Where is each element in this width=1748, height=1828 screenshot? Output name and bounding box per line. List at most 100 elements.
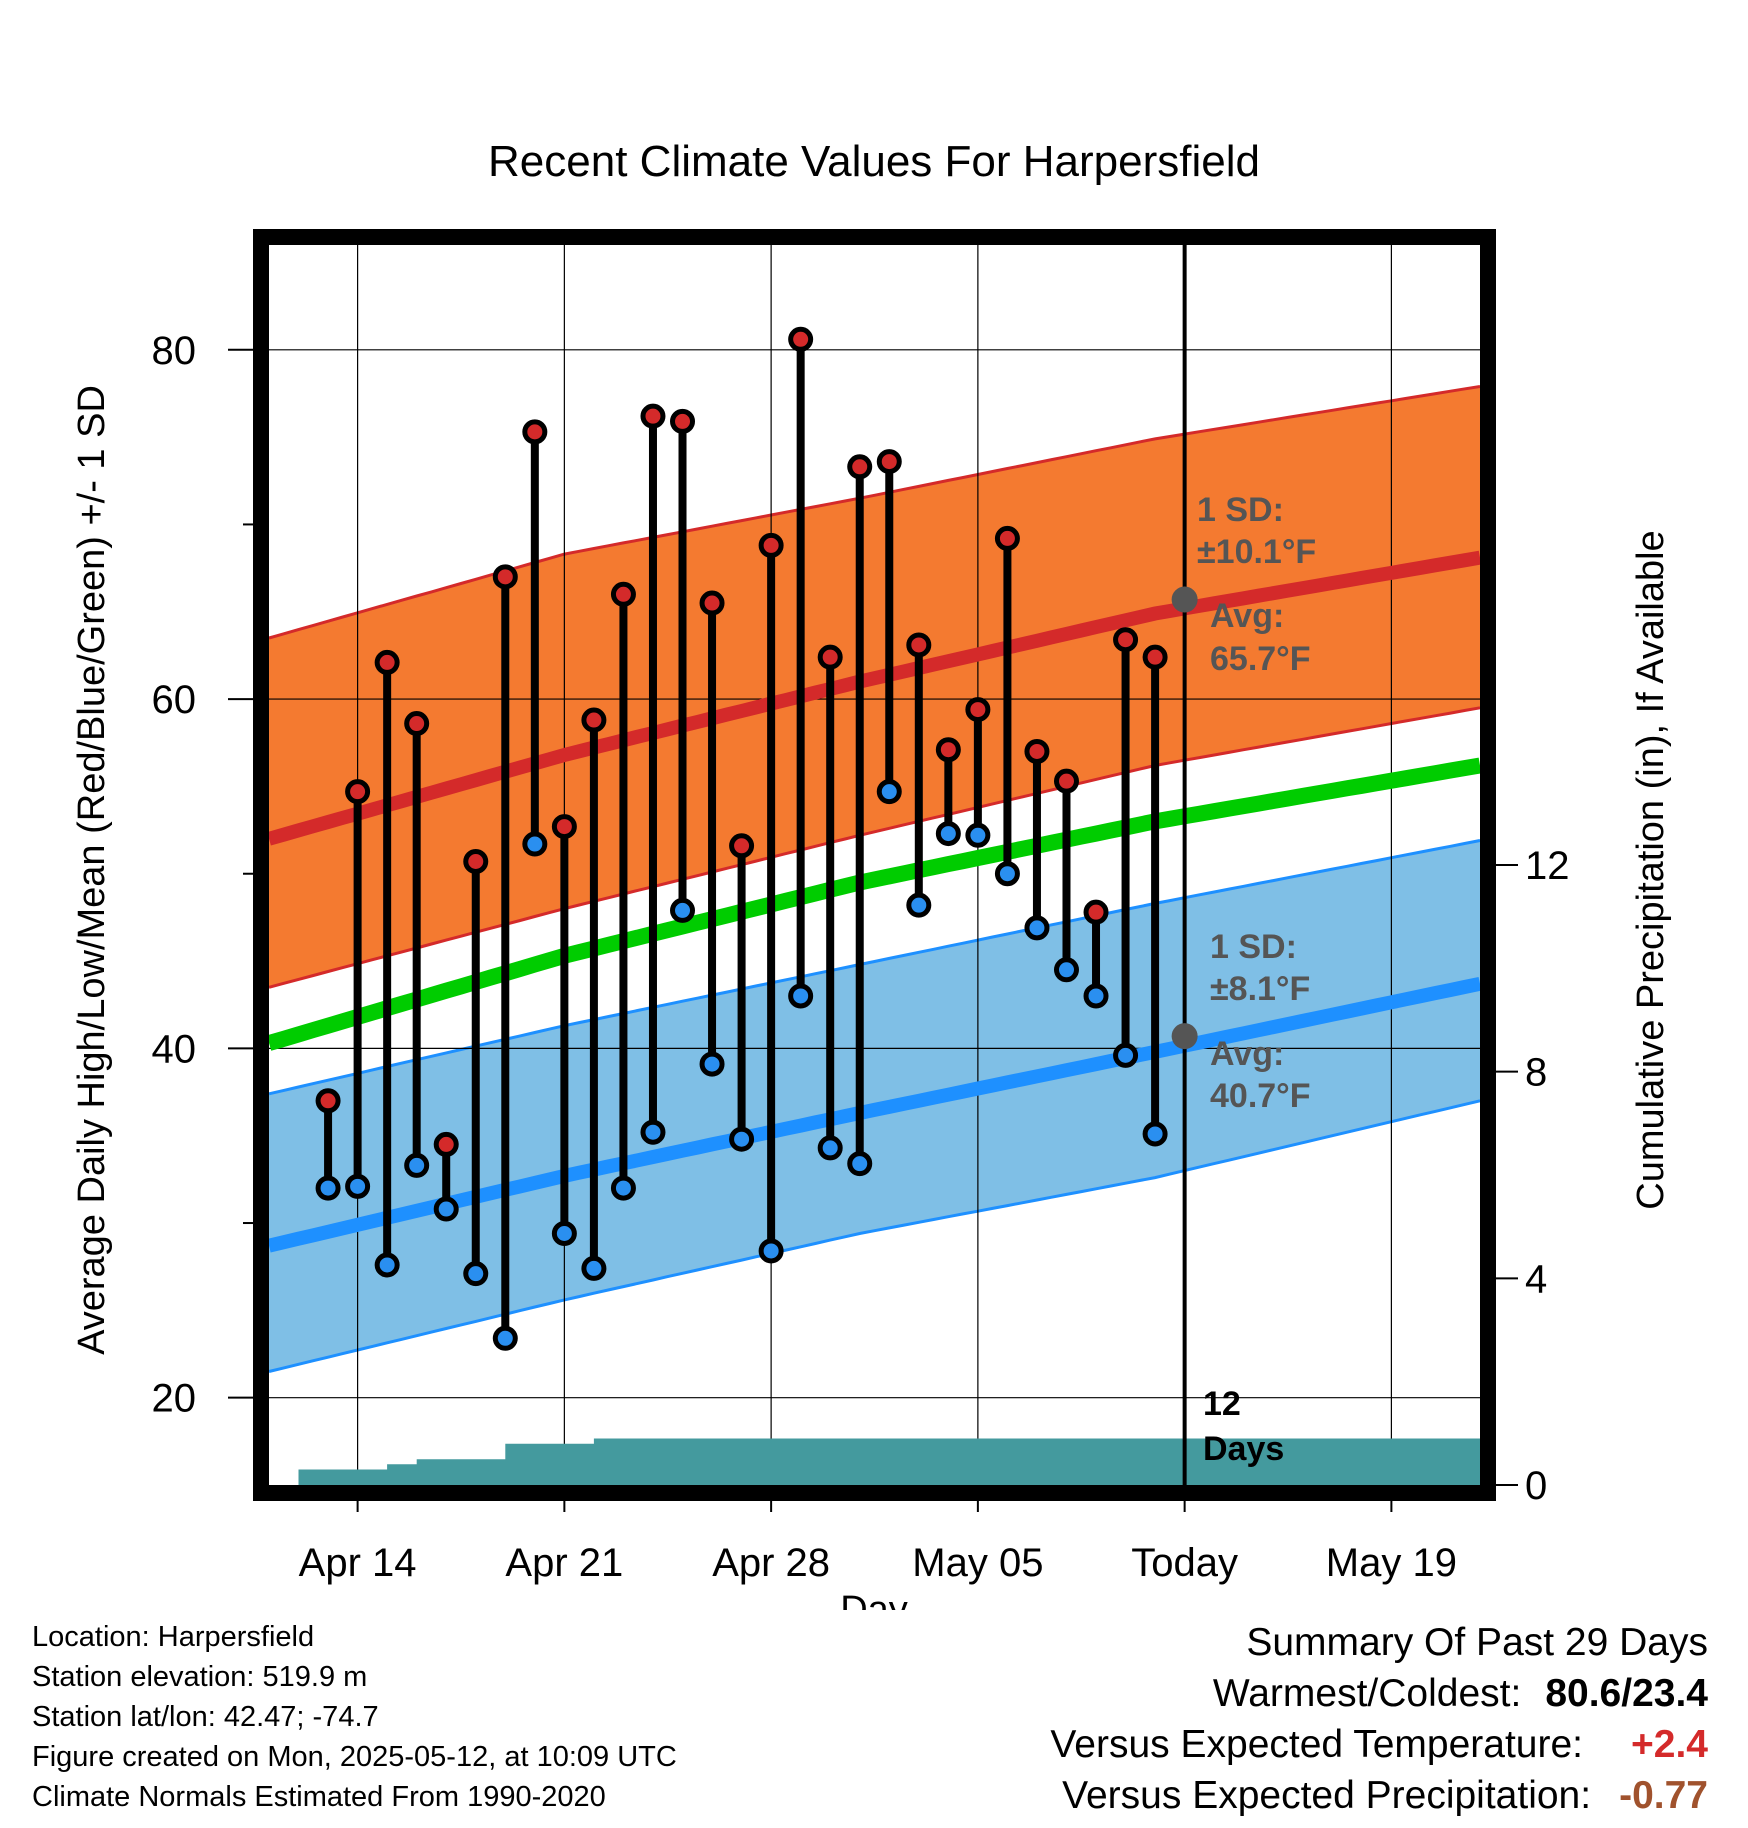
daily-low-point (640, 1119, 666, 1145)
x-tick-label: Apr 14 (299, 1541, 417, 1585)
daily-high-point (1024, 738, 1050, 764)
daily-low-point (699, 1051, 725, 1077)
daily-high-point (994, 525, 1020, 551)
daily-low-point (1142, 1121, 1168, 1147)
precip-row: Versus Expected Precipitation: -0.77 (1050, 1770, 1708, 1821)
precip-days-word: Days (1203, 1430, 1284, 1468)
daily-high-point (1142, 644, 1168, 670)
daily-low-point (935, 821, 961, 847)
daily-high-point (876, 449, 902, 475)
high-sd-value: ±10.1°F (1197, 533, 1316, 571)
daily-low-point (876, 779, 902, 805)
low-sd-lower-edge (268, 1099, 1481, 1373)
daily-high-point (374, 649, 400, 675)
daily-high-point (492, 564, 518, 590)
today-low-avg-marker (1171, 1023, 1198, 1050)
daily-high-point (729, 833, 755, 859)
y-tick-label: 80 (152, 329, 197, 373)
daily-low-point (522, 831, 548, 857)
daily-high-point (758, 532, 784, 558)
daily-low-point (817, 1135, 843, 1161)
daily-high-point (965, 697, 991, 723)
daily-high-point (847, 454, 873, 480)
daily-high-point (906, 632, 932, 658)
summary-title: Summary Of Past 29 Days (1246, 1621, 1708, 1664)
observed-temperatures (315, 326, 1168, 1351)
climate-chart: Apr 14 Apr 21 Apr 28 May 05 Today May 1920406… (71, 137, 1672, 1610)
y-tick-label: 60 (152, 678, 197, 722)
warmest-value: 80.6/23.4 (1545, 1672, 1708, 1715)
daily-high-point (640, 403, 666, 429)
y2-tick-label: 8 (1525, 1051, 1547, 1095)
daily-low-point (1083, 983, 1109, 1009)
daily-low-point (492, 1325, 518, 1351)
daily-high-point (522, 419, 548, 445)
daily-low-point (1024, 915, 1050, 941)
normals-text: Climate Normals Estimated From 1990-2020 (32, 1781, 606, 1813)
y-tick-label: 40 (152, 1027, 197, 1071)
high-sd-band (269, 386, 1480, 988)
station-info: Location: Harpersfield Station elevation… (32, 1617, 677, 1817)
elevation-text: Station elevation: 519.9 m (32, 1661, 368, 1693)
chart-title: Recent Climate Values For Harpersfield (488, 137, 1260, 186)
daily-low-point (670, 897, 696, 923)
daily-high-point (345, 779, 371, 805)
x-axis-label: Day (840, 1589, 908, 1610)
daily-low-point (906, 892, 932, 918)
y-tick-label: 20 (152, 1377, 197, 1421)
high-avg-title: Avg: (1210, 597, 1284, 635)
daily-low-point (729, 1126, 755, 1152)
low-sd-upper-edge (268, 839, 1481, 1096)
annotations: 1 SD: ±10.1°F Avg: 65.7°F 1 SD: ±8.1°F A… (1197, 491, 1316, 1468)
normal-mean-line (266, 757, 1482, 1051)
daily-high-point (817, 644, 843, 670)
summary-panel: Summary Of Past 29 Days Warmest/Coldest:… (1050, 1617, 1708, 1821)
x-tick-label: May 05 (912, 1541, 1043, 1585)
y2-tick-label: 12 (1525, 844, 1570, 888)
daily-high-point (699, 590, 725, 616)
daily-high-point (670, 408, 696, 434)
x-tick-label: Today (1131, 1541, 1238, 1585)
daily-low-point (581, 1255, 607, 1281)
low-sd-title: 1 SD: (1210, 928, 1297, 966)
daily-high-point (463, 849, 489, 875)
normal-lines (266, 550, 1482, 1253)
daily-high-point (581, 707, 607, 733)
daily-high-point (788, 326, 814, 352)
high-sd-upper-edge (268, 385, 1481, 640)
daily-low-point (1053, 957, 1079, 983)
today-group (1171, 245, 1198, 1485)
daily-low-point (965, 822, 991, 848)
daily-low-point (315, 1175, 341, 1201)
daily-low-point (788, 983, 814, 1009)
axis-ticks: Apr 14 Apr 21 Apr 28 May 05 Today May 1920406… (152, 329, 1570, 1585)
normal-high-line (267, 550, 1482, 846)
daily-low-point (463, 1261, 489, 1287)
today-high-avg-marker (1171, 586, 1198, 613)
warmest-label: Warmest/Coldest: (1212, 1672, 1522, 1715)
location-text: Location: Harpersfield (32, 1621, 315, 1653)
daily-low-point (551, 1221, 577, 1247)
created-text: Figure created on Mon, 2025-05-12, at 10… (32, 1741, 677, 1773)
x-tick-label: Apr 28 (712, 1541, 830, 1585)
y-axis-label: Average Daily High/Low/Mean (Red/Blue/Gr… (71, 385, 113, 1355)
plot-frame (253, 229, 1496, 1501)
daily-low-point (1113, 1042, 1139, 1068)
daily-low-point (404, 1152, 430, 1178)
temp-label: Versus Expected Temperature: (1050, 1723, 1583, 1766)
temp-value: +2.4 (1631, 1723, 1708, 1766)
daily-low-point (374, 1252, 400, 1278)
y2-tick-label: 0 (1525, 1464, 1547, 1508)
daily-low-point (758, 1238, 784, 1264)
daily-high-point (1113, 627, 1139, 653)
precipitation-area-group (269, 1438, 1480, 1485)
high-sd-title: 1 SD: (1197, 491, 1284, 529)
daily-low-point (994, 861, 1020, 887)
x-tick-label: Apr 21 (505, 1541, 623, 1585)
precip-value: -0.77 (1619, 1774, 1708, 1817)
y2-axis-label: Cumulative Precipitation (in), If Availa… (1630, 530, 1672, 1209)
low-avg-value: 40.7°F (1210, 1077, 1311, 1115)
daily-high-point (404, 711, 430, 737)
daily-low-point (433, 1196, 459, 1222)
precipitation-area (269, 1438, 1480, 1485)
